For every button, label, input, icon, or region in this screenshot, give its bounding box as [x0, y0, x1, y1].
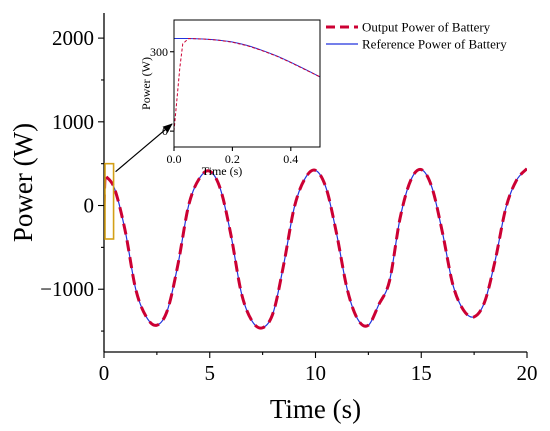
inset-y-axis-label: Power (W): [139, 57, 153, 110]
main-y-axis-label: Power (W): [8, 123, 38, 242]
inset-x-tick-label: 0.2: [225, 152, 240, 166]
main-y-tick-label: −1000: [40, 277, 94, 301]
inset-frame: [173, 19, 321, 148]
inset-x-axis-label: Time (s): [202, 164, 243, 178]
main-x-tick-label: 15: [411, 361, 432, 385]
inset-y-tick-label: 300: [150, 45, 168, 59]
main-x-tick-label: 0: [99, 361, 110, 385]
zoom-region-box: [104, 162, 115, 240]
main-x-tick-label: 20: [517, 361, 538, 385]
inset-series-group: [174, 37, 320, 132]
zoom-annotation: [104, 123, 173, 240]
main-series-line-output-power: [104, 167, 527, 330]
zoom-arrow: [115, 123, 173, 173]
legend: Output Power of Battery Reference Power o…: [326, 20, 507, 52]
main-x-axis-label: Time (s): [270, 394, 361, 424]
legend-label-output-power: Output Power of Battery: [362, 20, 491, 35]
main-series-line-reference-power: [104, 168, 527, 329]
main-plot: 0 5 10 15 20 −1000 0 1000 2000 Time (s) Power (W): [8, 13, 538, 424]
main-y-tick-label: 1000: [52, 110, 94, 134]
main-y-tick-label: 2000: [52, 26, 94, 50]
inset-background: [174, 20, 320, 147]
legend-label-reference-power: Reference Power of Battery: [362, 37, 507, 52]
inset-x-tick-label: 0.0: [167, 152, 182, 166]
main-series-group: [104, 167, 527, 330]
inset-plot: 0.0 0.2 0.4 0 300 Time (s) Power (W): [139, 19, 321, 178]
inset-series-line-output-power: [174, 38, 320, 132]
main-y-tick-label: 0: [84, 194, 95, 218]
inset-x-tick-label: 0.4: [283, 152, 298, 166]
main-x-tick-label: 10: [305, 361, 326, 385]
inset-y-tick-label: 0: [162, 124, 168, 138]
main-x-tick-label: 5: [205, 361, 216, 385]
